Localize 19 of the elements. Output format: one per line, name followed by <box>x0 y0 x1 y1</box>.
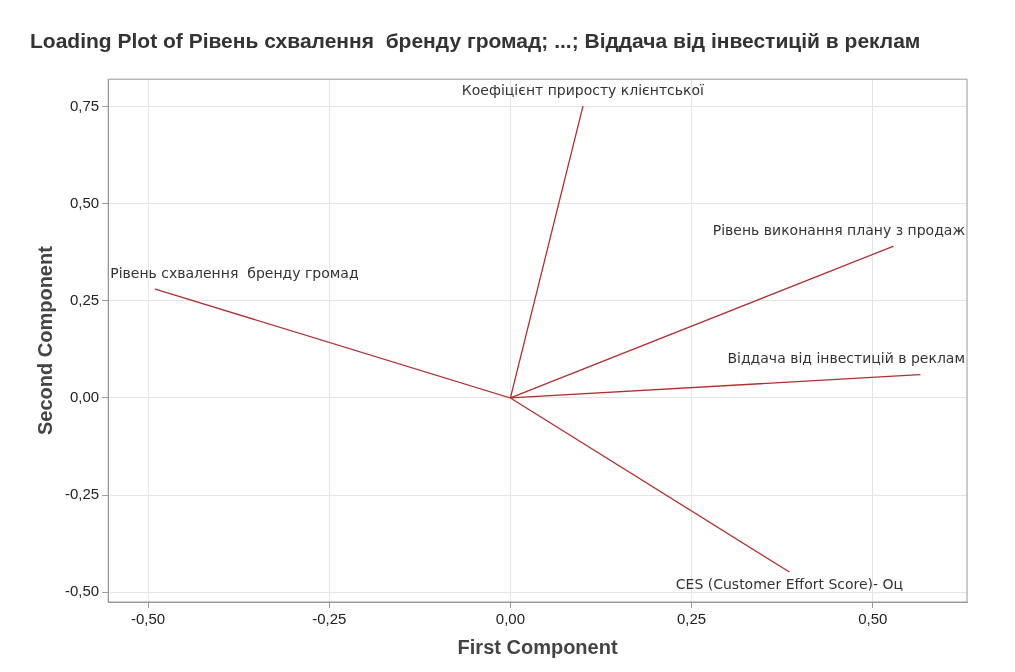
y-tick-label: 0,75 <box>69 96 100 114</box>
annotation: Віддача від інвестицій в реклам <box>727 350 965 367</box>
x-tick-label: 0,00 <box>495 610 526 628</box>
annotation: Коефіцієнт приросту клієнтської <box>461 82 705 99</box>
y-tick-label: 0,50 <box>69 193 100 211</box>
y-axis-title: Second Component <box>33 245 56 436</box>
annotation: Рівень схвалення бренду громад <box>110 264 359 281</box>
chart-title: Loading Plot of Рівень схвалення бренду громад; ...; Віддача від інвестицій в реклам <box>30 29 921 53</box>
y-tick-label: 0,00 <box>69 388 100 406</box>
y-tick-label: -0,50 <box>64 582 100 600</box>
x-tick-label: -0,50 <box>130 610 166 628</box>
x-axis-title: First Component <box>457 635 618 658</box>
x-tick-label: 0,50 <box>858 610 888 628</box>
y-tick-label: 0,25 <box>69 290 100 308</box>
y-tick-label: -0,25 <box>64 485 100 503</box>
x-tick-label: -0,25 <box>312 610 347 628</box>
annotation: CES (Customer Effort Score)- Оц <box>675 575 904 592</box>
x-tick-label: 0,25 <box>677 610 707 628</box>
annotation: Рівень виконання плану з продаж <box>712 221 966 238</box>
